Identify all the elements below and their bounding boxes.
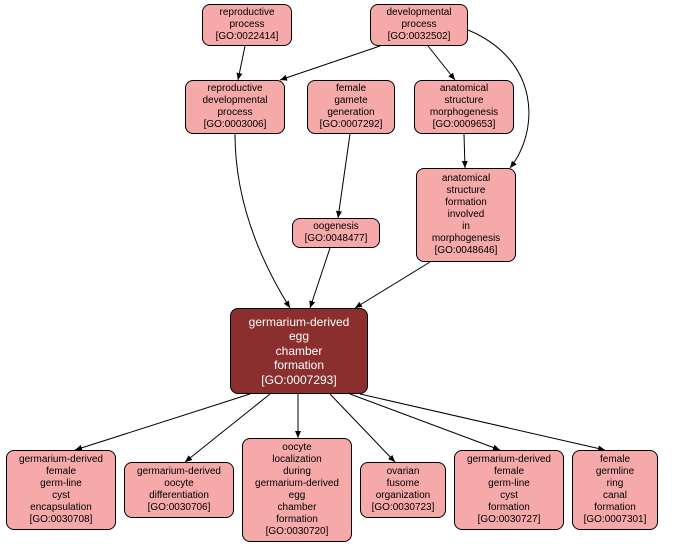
edge-germarium-derived-egg-chamber-formation-to-germline-cyst-formation [350, 394, 500, 450]
node-text-line: oogenesis [313, 221, 359, 233]
node-text-line: differentiation [149, 490, 209, 502]
edge-anatomical-structure-morphogenesis-to-anatomical-structure-formation [464, 134, 465, 168]
node-anatomical-structure-morphogenesis[interactable]: anatomicalstructuremorphogenesis[GO:0009… [414, 80, 514, 134]
node-text-line: germline [596, 466, 634, 478]
node-text-line: germarium-derived [137, 466, 221, 478]
node-text-line: female [600, 454, 630, 466]
node-text-line: egg [289, 490, 306, 502]
edge-germarium-derived-egg-chamber-formation-to-female-germline-ring-canal [360, 394, 605, 450]
node-text-line: formation [594, 502, 636, 514]
node-text-line: morphogenesis [430, 107, 498, 119]
node-text-line: reproductive [219, 7, 274, 19]
node-text-line: formation [488, 502, 530, 514]
node-text-line: oocyte [282, 442, 311, 454]
node-reproductive-process[interactable]: reproductiveprocess[GO:0022414] [202, 4, 292, 46]
node-ovarian-fusome-organization[interactable]: ovarianfusomeorganization[GO:0030723] [360, 462, 446, 518]
node-reproductive-developmental-process[interactable]: reproductivedevelopmentalprocess[GO:0003… [185, 80, 285, 134]
node-text-line: cyst [52, 490, 70, 502]
node-text-line: formation [274, 358, 324, 372]
node-anatomical-structure-formation[interactable]: anatomicalstructureformationinvolvedinmo… [416, 168, 516, 262]
edge-germarium-derived-egg-chamber-formation-to-germline-cyst-encapsulation [75, 394, 250, 450]
edge-developmental-process-to-reproductive-developmental-process [280, 46, 380, 80]
node-text-line: germ-line [488, 478, 530, 490]
edge-developmental-process-to-anatomical-structure-morphogenesis [428, 46, 455, 80]
node-text-line: localization [272, 454, 321, 466]
node-oocyte-localization[interactable]: oocytelocalizationduringgermarium-derive… [242, 438, 352, 542]
node-text-line: developmental [386, 7, 451, 19]
node-oocyte-differentiation[interactable]: germarium-derivedoocytedifferentiation[G… [124, 462, 234, 518]
node-text-line: process [401, 19, 436, 31]
node-text-line: developmental [202, 95, 267, 107]
node-text-line: ovarian [387, 466, 420, 478]
node-germline-cyst-encapsulation[interactable]: germarium-derivedfemalegerm-linecystenca… [6, 450, 116, 530]
node-text-line: structure [447, 185, 486, 197]
node-text-line: female [494, 466, 524, 478]
node-text-line: anatomical [440, 83, 488, 95]
node-text-line: germarium-derived [467, 454, 551, 466]
node-text-line: germarium-derived [249, 315, 350, 329]
edge-anatomical-structure-formation-to-germarium-derived-egg-chamber-formation [355, 262, 430, 308]
node-text-line: [GO:0048646] [435, 245, 498, 257]
edge-female-gamete-generation-to-oogenesis [338, 134, 350, 218]
node-text-line: during [283, 466, 311, 478]
node-text-line: female [46, 466, 76, 478]
node-text-line: [GO:0032502] [388, 31, 451, 43]
node-text-line: morphogenesis [432, 233, 500, 245]
edge-oogenesis-to-germarium-derived-egg-chamber-formation [310, 248, 330, 308]
node-text-line: [GO:0007292] [320, 119, 383, 131]
node-text-line: process [229, 19, 264, 31]
node-female-gamete-generation[interactable]: femalegametegeneration[GO:0007292] [307, 80, 395, 134]
node-text-line: gamete [334, 95, 367, 107]
node-text-line: structure [445, 95, 484, 107]
node-text-line: [GO:0022414] [216, 31, 279, 43]
node-text-line: anatomical [442, 173, 490, 185]
node-text-line: germarium-derived [255, 478, 339, 490]
node-text-line: germ-line [40, 478, 82, 490]
node-text-line: [GO:0009653] [433, 119, 496, 131]
node-text-line: egg [289, 329, 309, 343]
node-oogenesis[interactable]: oogenesis[GO:0048477] [292, 218, 380, 248]
node-text-line: organization [376, 490, 430, 502]
node-text-line: chamber [278, 502, 317, 514]
node-germline-cyst-formation[interactable]: germarium-derivedfemalegerm-linecystform… [454, 450, 564, 530]
node-text-line: chamber [276, 344, 323, 358]
node-text-line: ring [607, 478, 624, 490]
node-germarium-derived-egg-chamber-formation[interactable]: germarium-derivedeggchamberformation[GO:… [230, 308, 368, 394]
node-female-germline-ring-canal[interactable]: femalegermlineringcanalformation[GO:0007… [572, 450, 658, 530]
node-text-line: canal [603, 490, 627, 502]
node-text-line: in [462, 221, 470, 233]
node-text-line: [GO:0030708] [30, 514, 93, 526]
node-text-line: encapsulation [30, 502, 92, 514]
node-text-line: [GO:0030706] [148, 502, 211, 514]
node-text-line: oocyte [164, 478, 193, 490]
node-developmental-process[interactable]: developmentalprocess[GO:0032502] [370, 4, 468, 46]
node-text-line: [GO:0030727] [478, 514, 541, 526]
edge-reproductive-process-to-reproductive-developmental-process [238, 46, 245, 80]
node-text-line: involved [448, 209, 485, 221]
node-text-line: reproductive [207, 83, 262, 95]
node-text-line: germarium-derived [19, 454, 103, 466]
node-text-line: [GO:0007301] [584, 514, 647, 526]
node-text-line: [GO:0030723] [372, 502, 435, 514]
node-text-line: [GO:0007293] [261, 373, 336, 387]
node-text-line: fusome [387, 478, 420, 490]
node-text-line: process [217, 107, 252, 119]
node-text-line: [GO:0030720] [266, 526, 329, 538]
node-text-line: [GO:0003006] [204, 119, 267, 131]
node-text-line: cyst [500, 490, 518, 502]
node-text-line: formation [445, 197, 487, 209]
node-text-line: formation [276, 514, 318, 526]
node-text-line: [GO:0048477] [305, 233, 368, 245]
node-text-line: generation [327, 107, 374, 119]
edge-reproductive-developmental-process-to-germarium-derived-egg-chamber-formation [235, 134, 290, 308]
node-text-line: female [336, 83, 366, 95]
